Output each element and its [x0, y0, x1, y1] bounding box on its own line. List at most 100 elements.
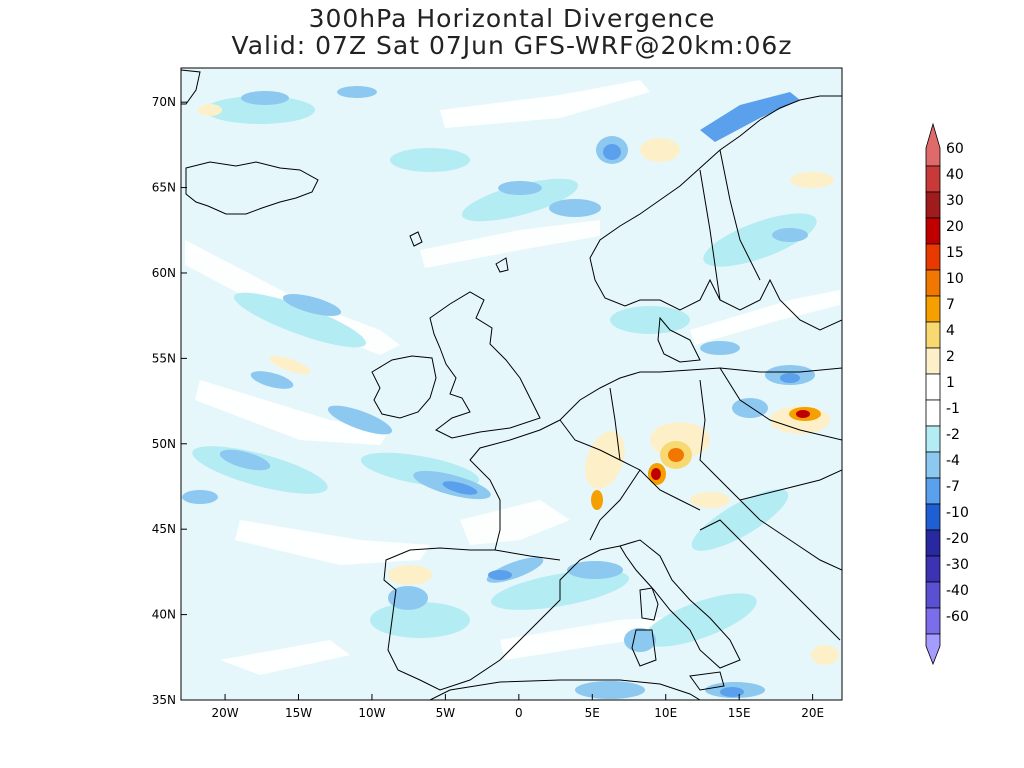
coast-iceland: [185, 161, 319, 215]
coast-balkans: [699, 519, 841, 641]
conv-patch: [327, 405, 393, 435]
lat-tick-label: 70N: [152, 95, 176, 109]
coast-iberia-france: [383, 419, 621, 691]
div-core: [796, 410, 810, 418]
conv-patch: [643, 593, 757, 647]
colorbar-label: 30: [946, 193, 964, 209]
lon-tick-label: 0: [515, 706, 523, 720]
conv-patch: [691, 489, 789, 551]
colorbar-swatch: [925, 529, 941, 557]
conv-patch: [219, 449, 271, 471]
coast-ireland: [371, 355, 437, 419]
conv-patch: [250, 371, 294, 389]
colorbar-label: -20: [946, 531, 969, 547]
map-frame: [180, 67, 843, 701]
border-inner: [739, 469, 842, 501]
border-inner: [759, 519, 842, 571]
border-inner: [719, 367, 842, 441]
border-norway-sweden: [699, 169, 721, 301]
div-core: [651, 468, 661, 480]
longitude-axis: 20W 15W 10W 5W 0 5E 10E 15E 20E: [211, 694, 824, 720]
colorbar-label: 20: [946, 219, 964, 235]
conv-core: [603, 144, 621, 160]
colorbar-label: -7: [946, 479, 960, 495]
colorbar-swatch: [925, 581, 941, 609]
colorbar-label: 15: [946, 245, 964, 261]
colorbar-swatch: [925, 269, 941, 297]
div-patch: [269, 355, 311, 375]
colorbar-swatch: [925, 373, 941, 401]
conv-patch: [388, 586, 428, 610]
conv-core: [442, 481, 478, 495]
lon-tick-label: 20E: [801, 706, 824, 720]
conv-patch: [549, 199, 601, 217]
coastlines: [181, 69, 842, 700]
conv-patch: [703, 213, 817, 267]
div-patch: [640, 138, 680, 162]
conv-patch: [241, 91, 289, 105]
colorbar-label: 1: [946, 375, 955, 391]
colorbar-swatch: [925, 425, 941, 453]
border-pyrenees: [494, 549, 561, 561]
colorbar-swatch: [925, 555, 941, 583]
border-inner: [589, 469, 641, 541]
div-patch: [690, 492, 730, 508]
colorbar-label: 4: [946, 323, 955, 339]
border-inner: [699, 379, 761, 521]
coast-britain: [429, 291, 541, 439]
colorbar-label: 40: [946, 167, 964, 183]
conv-core: [488, 570, 512, 580]
colorbar-swatch: [925, 607, 941, 635]
colorbar-label: 7: [946, 297, 955, 313]
conv-patch: [205, 96, 315, 124]
colorbar-label: 10: [946, 271, 964, 287]
conv-patch: [610, 306, 690, 334]
colorbar-swatch: [925, 165, 941, 193]
neutral-band: [500, 615, 700, 660]
div-core: [591, 490, 603, 510]
colorbar-swatch: [925, 633, 941, 666]
conv-patch: [575, 681, 645, 699]
colorbar-label: -1: [946, 401, 960, 417]
div-patch: [790, 172, 834, 188]
conv-patch: [624, 628, 656, 652]
lat-tick-label: 40N: [152, 608, 176, 622]
neutral-band: [420, 220, 600, 268]
div-patch: [198, 104, 222, 116]
lon-tick-label: 20W: [211, 706, 238, 720]
colorbar-label: -30: [946, 557, 969, 573]
conv-patch: [700, 341, 740, 355]
border-inner: [559, 419, 701, 511]
colorbar-swatch: [925, 347, 941, 375]
coast-italy: [619, 539, 741, 669]
lon-tick-label: 10E: [654, 706, 677, 720]
conv-patch: [234, 292, 366, 348]
coast-scandinavia: [589, 95, 842, 331]
neutral-band: [195, 380, 390, 445]
coast-continent-north: [559, 367, 842, 421]
conv-patch: [390, 148, 470, 172]
border-inner: [609, 387, 621, 461]
lat-tick-label: 45N: [152, 522, 176, 536]
border-sweden: [719, 149, 761, 281]
lon-tick-label: 5W: [436, 706, 456, 720]
latitude-axis: 70N 65N 60N 55N 50N 45N 40N 35N: [152, 95, 187, 707]
colorbar-swatch: [925, 191, 941, 219]
conv-patch: [461, 178, 579, 222]
neutral-band: [460, 500, 570, 545]
lon-tick-label: 15W: [285, 706, 312, 720]
neutral-band: [440, 80, 650, 128]
div-patch: [585, 431, 625, 489]
neutral-band: [235, 520, 430, 565]
conv-patch: [182, 490, 218, 504]
lat-tick-label: 35N: [152, 693, 176, 707]
colorbar-swatch: [925, 243, 941, 271]
div-patch: [811, 645, 839, 665]
coast-faroe: [409, 231, 423, 247]
conv-patch: [772, 228, 808, 242]
conv-patch: [567, 561, 623, 579]
coast-shetland: [495, 257, 509, 273]
coast-greenland: [181, 69, 201, 105]
colorbar-swatch: [925, 399, 941, 427]
